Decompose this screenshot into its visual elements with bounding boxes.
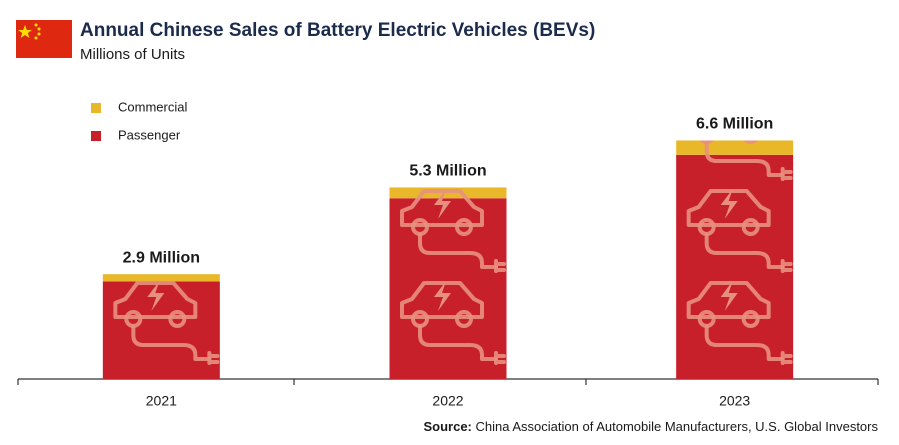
plug-icon — [494, 351, 506, 365]
bar-segment — [389, 198, 507, 379]
bolt-icon — [147, 281, 165, 311]
chart-title: Annual Chinese Sales of Battery Electric… — [80, 20, 595, 41]
plug-icon — [494, 259, 506, 273]
data-label: 6.6 Million — [696, 116, 773, 133]
cable-icon — [704, 233, 785, 269]
bolt-icon — [720, 281, 738, 311]
chart-subtitle: Millions of Units — [80, 46, 185, 63]
x-tick-label: 2023 — [719, 393, 750, 409]
source-label: Source: — [423, 419, 471, 434]
bar-segment — [102, 274, 220, 282]
source: Source: China Association of Automobile … — [423, 419, 878, 434]
car-icon — [400, 281, 484, 319]
legend-swatch — [91, 103, 101, 113]
data-label: 5.3 Million — [409, 163, 486, 180]
legend-label: Commercial — [118, 99, 187, 114]
plug-icon — [780, 167, 793, 181]
data-label: 2.9 Million — [123, 249, 200, 266]
bar-segment — [676, 140, 794, 155]
car-wheel — [455, 218, 473, 236]
car-wheel — [170, 220, 184, 234]
flag — [16, 20, 72, 58]
car-icon — [115, 191, 195, 225]
bolt-icon — [434, 281, 451, 311]
x-axis-ticks — [17, 379, 879, 385]
car-wheel — [455, 310, 473, 328]
cable-icon — [704, 325, 785, 361]
bar-decoration — [400, 189, 506, 365]
x-tick-label: 2022 — [432, 393, 463, 409]
car-wheel — [168, 310, 187, 328]
plug-icon — [780, 351, 793, 365]
plug-icon — [207, 351, 220, 365]
cable-icon — [131, 325, 212, 361]
car-icon — [686, 189, 771, 227]
x-tick-label: 2021 — [146, 393, 177, 409]
bar-decoration — [113, 189, 220, 365]
cable-icon — [418, 325, 498, 361]
bar-decoration — [686, 140, 793, 365]
car-wheel — [741, 218, 760, 236]
cable-icon — [704, 141, 785, 177]
cable-icon — [418, 233, 498, 269]
bolt-icon — [434, 189, 451, 219]
car-wheel — [741, 310, 760, 328]
legend-swatch — [91, 131, 101, 141]
bar-segment — [102, 281, 220, 379]
car-wheel — [126, 220, 140, 234]
car-icon — [113, 281, 198, 319]
legend-label: Passenger — [118, 127, 181, 142]
car-wheel — [743, 140, 758, 144]
plug-icon — [780, 259, 793, 273]
car-icon — [686, 281, 771, 319]
plug-icon — [209, 261, 217, 271]
bolt-icon — [147, 189, 164, 219]
source-text: China Association of Automobile Manufact… — [476, 419, 879, 434]
car-icon — [400, 189, 484, 227]
bolt-icon — [720, 189, 738, 219]
